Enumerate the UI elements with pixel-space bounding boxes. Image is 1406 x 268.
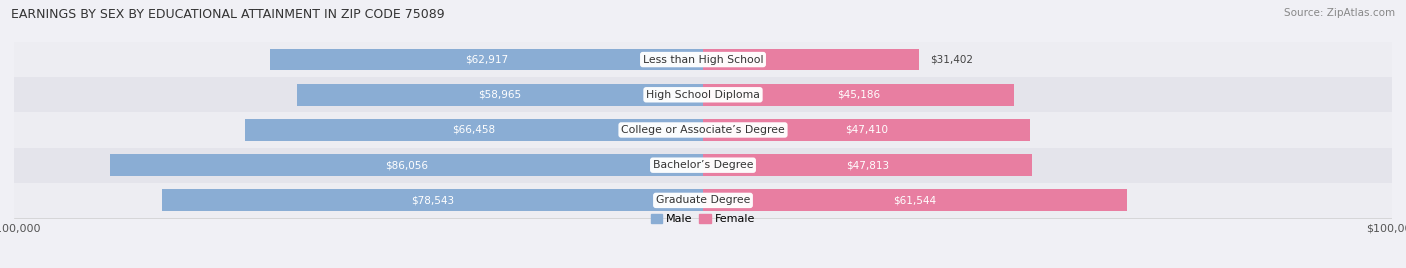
Bar xyxy=(110,154,703,176)
Bar xyxy=(14,148,1392,183)
Bar xyxy=(703,189,1128,211)
Text: $86,056: $86,056 xyxy=(385,160,427,170)
Text: Source: ZipAtlas.com: Source: ZipAtlas.com xyxy=(1284,8,1395,18)
Bar xyxy=(14,42,1392,77)
Bar xyxy=(703,119,1029,141)
Text: EARNINGS BY SEX BY EDUCATIONAL ATTAINMENT IN ZIP CODE 75089: EARNINGS BY SEX BY EDUCATIONAL ATTAINMEN… xyxy=(11,8,444,21)
Text: Graduate Degree: Graduate Degree xyxy=(655,195,751,205)
Text: $58,965: $58,965 xyxy=(478,90,522,100)
Text: $61,544: $61,544 xyxy=(893,195,936,205)
Bar xyxy=(14,77,1392,112)
Text: Less than High School: Less than High School xyxy=(643,55,763,65)
Bar xyxy=(14,112,1392,148)
Text: $47,410: $47,410 xyxy=(845,125,887,135)
Text: College or Associate’s Degree: College or Associate’s Degree xyxy=(621,125,785,135)
Legend: Male, Female: Male, Female xyxy=(647,209,759,229)
Text: $45,186: $45,186 xyxy=(837,90,880,100)
Bar xyxy=(14,183,1392,218)
Bar xyxy=(245,119,703,141)
Bar xyxy=(703,84,1014,106)
Bar xyxy=(162,189,703,211)
Bar xyxy=(703,49,920,70)
Text: $47,813: $47,813 xyxy=(846,160,889,170)
Text: High School Diploma: High School Diploma xyxy=(647,90,759,100)
Text: Bachelor’s Degree: Bachelor’s Degree xyxy=(652,160,754,170)
Text: $31,402: $31,402 xyxy=(929,55,973,65)
Text: $78,543: $78,543 xyxy=(411,195,454,205)
Bar xyxy=(270,49,703,70)
Text: $62,917: $62,917 xyxy=(465,55,508,65)
Text: $66,458: $66,458 xyxy=(453,125,496,135)
Bar xyxy=(297,84,703,106)
Bar xyxy=(703,154,1032,176)
